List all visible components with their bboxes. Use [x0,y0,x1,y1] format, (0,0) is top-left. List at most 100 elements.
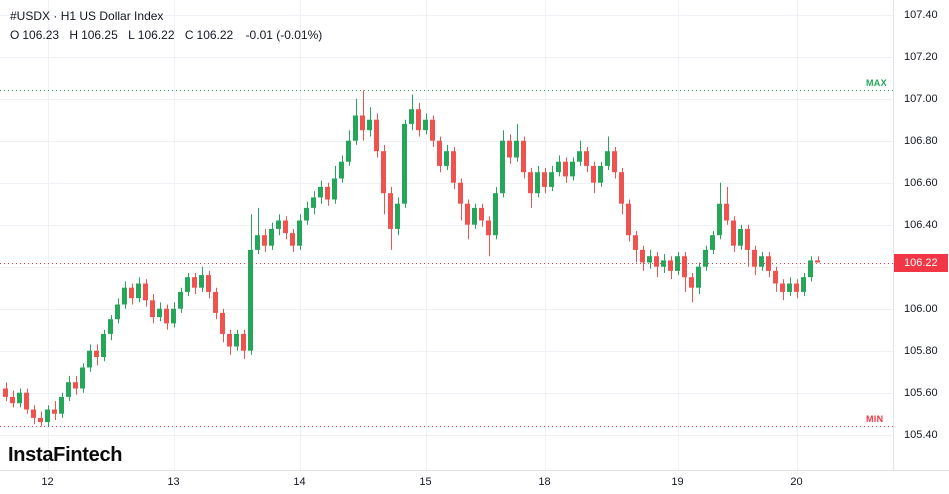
candle-down [381,151,386,194]
close-label: C [184,28,194,43]
candle-down [290,233,295,246]
candle-down [619,172,624,204]
candle-up [549,172,554,187]
candle-up [444,151,449,166]
candle-up [423,119,428,131]
candle-up [535,172,540,194]
candle-down [374,119,379,152]
low-value: 106.22 [137,28,175,43]
candle-up [647,256,652,263]
candle-down [24,392,29,410]
time-axis-label: 15 [419,476,432,488]
candle-down [458,182,463,204]
candle-down [437,140,442,166]
candle-up [66,382,71,397]
candle-up [311,197,316,208]
candle-up [346,140,351,162]
ohlc-readout: O 106.23 H 106.25 L 106.22 C 106.22 -0.01 (-… [10,26,322,45]
symbol-description: H1 US Dollar Index [60,9,164,23]
candle-down [430,119,435,141]
current-price-badge: 106.22 [894,253,948,272]
candle-down [612,151,617,173]
candle-down [794,283,799,292]
candle-up [367,119,372,131]
candle-down [773,270,778,284]
candle-down [388,193,393,229]
candle-down [815,260,820,263]
price-axis[interactable]: 106.22 107.40 107.20 107.00 106.80 106.60 106… [893,0,949,470]
min-line-label: MIN [866,414,884,425]
candle-down [689,277,694,288]
candle-down [640,249,645,263]
symbol-name[interactable]: #USDX [10,9,51,23]
candle-down [241,333,246,351]
candle-down [38,417,43,423]
candle-down [752,249,757,267]
candle-up [675,256,680,271]
candle-down [94,350,99,357]
candle-up [234,333,239,347]
candle-up [318,186,323,198]
candle-up [17,392,22,404]
candle-up [45,409,50,423]
candle-down [283,220,288,234]
candle-up [598,165,603,183]
candle-up [577,151,582,162]
candle-up [248,249,253,351]
chart-legend: #USDX · H1 US Dollar Index O 106.23 H 106.… [10,7,322,45]
low-label: L [128,28,135,43]
candle-down [325,186,330,200]
candle-up [409,109,414,124]
price-axis-label: 107.00 [904,92,938,105]
price-axis-label: 106.00 [904,302,938,315]
close-value: 106.22 [196,28,234,43]
candle-up [276,220,281,229]
candle-up [304,207,309,221]
candle-down [129,287,134,299]
candle-up [570,161,575,177]
candle-up [703,249,708,267]
open-value: 106.23 [22,28,60,43]
candle-up [339,161,344,179]
candle-down [542,172,547,187]
candle-up [710,235,715,250]
candle-up [353,115,358,141]
candle-down [486,220,491,236]
time-axis-label: 13 [167,476,180,488]
candle-down [521,140,526,173]
candle-up [157,308,162,318]
candle-down [416,109,421,131]
price-axis-label: 105.60 [904,386,938,399]
candle-down [143,283,148,301]
candle-down [682,256,687,278]
time-axis-label: 12 [41,476,54,488]
candle-up [759,256,764,267]
price-axis-label: 106.40 [904,218,938,231]
candle-down [591,165,596,183]
time-axis[interactable]: 12 13 14 15 18 19 20 [0,470,949,494]
candle-down [451,151,456,183]
candle-down [227,333,232,347]
instafintech-logo: InstaFintech [8,444,123,466]
price-axis-label: 105.40 [904,428,938,441]
candle-down [724,203,729,221]
change-value: -0.01 (-0.01%) [245,28,323,43]
candle-down [10,396,15,404]
candle-up [661,260,666,267]
price-axis-label: 105.80 [904,344,938,357]
candle-up [269,228,274,246]
candle-up [199,275,204,288]
high-value: 106.25 [81,28,118,43]
candle-down [479,207,484,221]
candle-up [717,203,722,236]
candle-down [633,235,638,250]
candle-up [80,367,85,389]
candlestick-plot[interactable] [0,0,893,470]
price-axis-label: 107.20 [904,50,938,63]
candle-down [584,151,589,166]
candle-up [556,161,561,173]
candle-up [738,228,743,246]
candle-down [31,409,36,418]
candle-up [171,308,176,324]
